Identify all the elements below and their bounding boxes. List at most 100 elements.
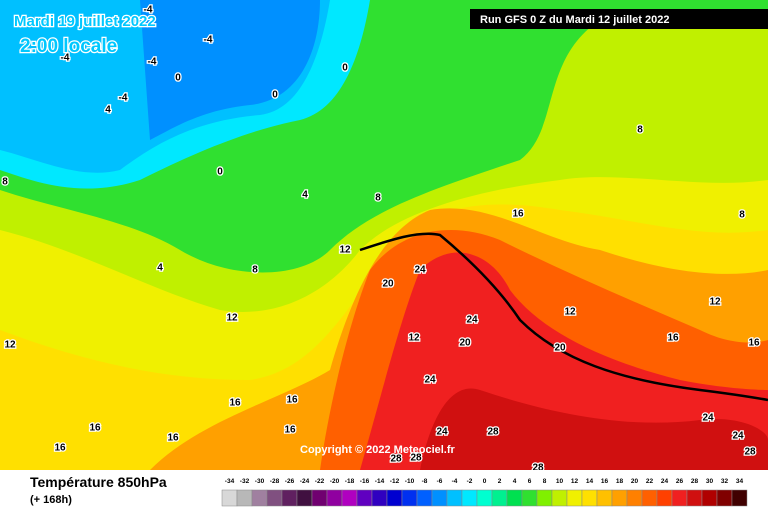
contour-label: 0 [217,167,223,178]
contour-label: 4 [157,263,163,274]
contour-label: 20 [382,279,394,290]
contour-label: -4 [119,93,128,104]
scale-swatch [581,489,598,507]
scale-swatch [566,489,583,507]
scale-swatch [221,489,238,507]
scale-swatch [521,489,538,507]
scale-label: 4 [513,478,517,485]
scale-swatch [671,489,688,507]
scale-label: -12 [390,478,400,485]
scale-swatch [641,489,658,507]
scale-label: -8 [422,478,428,485]
contour-label: 0 [272,90,278,101]
copyright: Copyright © 2022 Meteociel.fr [300,444,456,456]
footer-lead: (+ 168h) [30,494,72,506]
scale-label: -4 [452,478,458,485]
contour-label: 16 [89,423,101,434]
scale-label: 24 [661,478,669,485]
scale-label: 8 [543,478,547,485]
scale-label: 0 [483,478,487,485]
scale-swatch [356,489,373,507]
scale-label: -26 [285,478,295,485]
scale-label: 26 [676,478,684,485]
scale-swatch [551,489,568,507]
isotherm [359,232,768,402]
scale-swatch [731,489,748,507]
scale-label: 20 [631,478,639,485]
scale-label: -14 [375,478,385,485]
contour-label: 16 [667,333,679,344]
scale-label: 10 [556,478,564,485]
contour-label: 16 [286,395,298,406]
contour-label: 28 [744,447,756,458]
scale-swatch [401,489,418,507]
scale-swatch [506,489,523,507]
scale-swatch [716,489,733,507]
footer-title: Température 850hPa [30,474,167,490]
scale-swatch [656,489,673,507]
scale-label: 6 [528,478,532,485]
scale-label: -6 [437,478,443,485]
run-box [470,9,768,29]
scale-swatch [611,489,628,507]
contour-label: 12 [564,307,576,318]
contour-label: 0 [175,73,181,84]
scale-swatch [491,489,508,507]
scale-label: -16 [360,478,370,485]
scale-swatch [326,489,343,507]
contour-label: 12 [339,245,351,256]
scale-label: -22 [315,478,325,485]
contour-label: 16 [167,433,179,444]
scale-swatch [416,489,433,507]
scale-swatch [371,489,388,507]
contour-label: -4 [148,57,157,68]
scale-label: -34 [225,478,235,485]
contour-label: 12 [709,297,721,308]
scale-label: 2 [498,478,502,485]
scale-swatch [626,489,643,507]
scale-label: 18 [616,478,624,485]
contour-label: 28 [410,453,422,464]
contour-label: 24 [424,375,436,386]
contour-label: 12 [226,313,238,324]
contour-label: 16 [748,338,760,349]
contour-label: 12 [408,333,420,344]
scale-swatch [476,489,493,507]
scale-label: -18 [345,478,355,485]
temperature-field [0,0,768,470]
contour-label: -4 [61,53,70,64]
run-info: Run GFS 0 Z du Mardi 12 juillet 2022 [480,14,670,26]
scale-label: 28 [691,478,699,485]
contour-label: 4 [302,190,308,201]
scale-swatch [236,489,253,507]
forecast-time: 2:00 locale [20,36,117,57]
scale-label: -30 [255,478,265,485]
scale-swatch [281,489,298,507]
scale-swatch [266,489,283,507]
contour-label: 0 [342,63,348,74]
contour-label: 12 [4,340,16,351]
contour-label: 16 [229,398,241,409]
scale-swatch [446,489,463,507]
scale-swatch [341,489,358,507]
scale-swatch [461,489,478,507]
scale-label: -32 [240,478,250,485]
contour-label: 28 [390,454,402,465]
contour-label: 16 [54,443,66,454]
contour-label: 4 [105,105,111,116]
color-scale: -34 -32 -30 -28 -26 -24 -22 -20 -18 -16 -14 -12 -10-… [221,478,748,507]
scale-label: 14 [586,478,594,485]
contour-labels: -4 -4 -4 -4 -4 0 0 0 0 4 4 4 8 8 8 8 8 12 12 12 12 12 16 16 16 16… [1,3,761,475]
contour-label: 24 [732,431,744,442]
scale-label: 34 [736,478,744,485]
contour-label: 8 [252,265,258,276]
scale-swatch [431,489,448,507]
scale-label: -10 [405,478,415,485]
scale-label: -20 [330,478,340,485]
contour-label: 24 [466,315,478,326]
scale-label: 30 [706,478,714,485]
contour-label: 8 [739,210,745,221]
scale-label: -24 [300,478,310,485]
contour-label: 24 [414,265,426,276]
